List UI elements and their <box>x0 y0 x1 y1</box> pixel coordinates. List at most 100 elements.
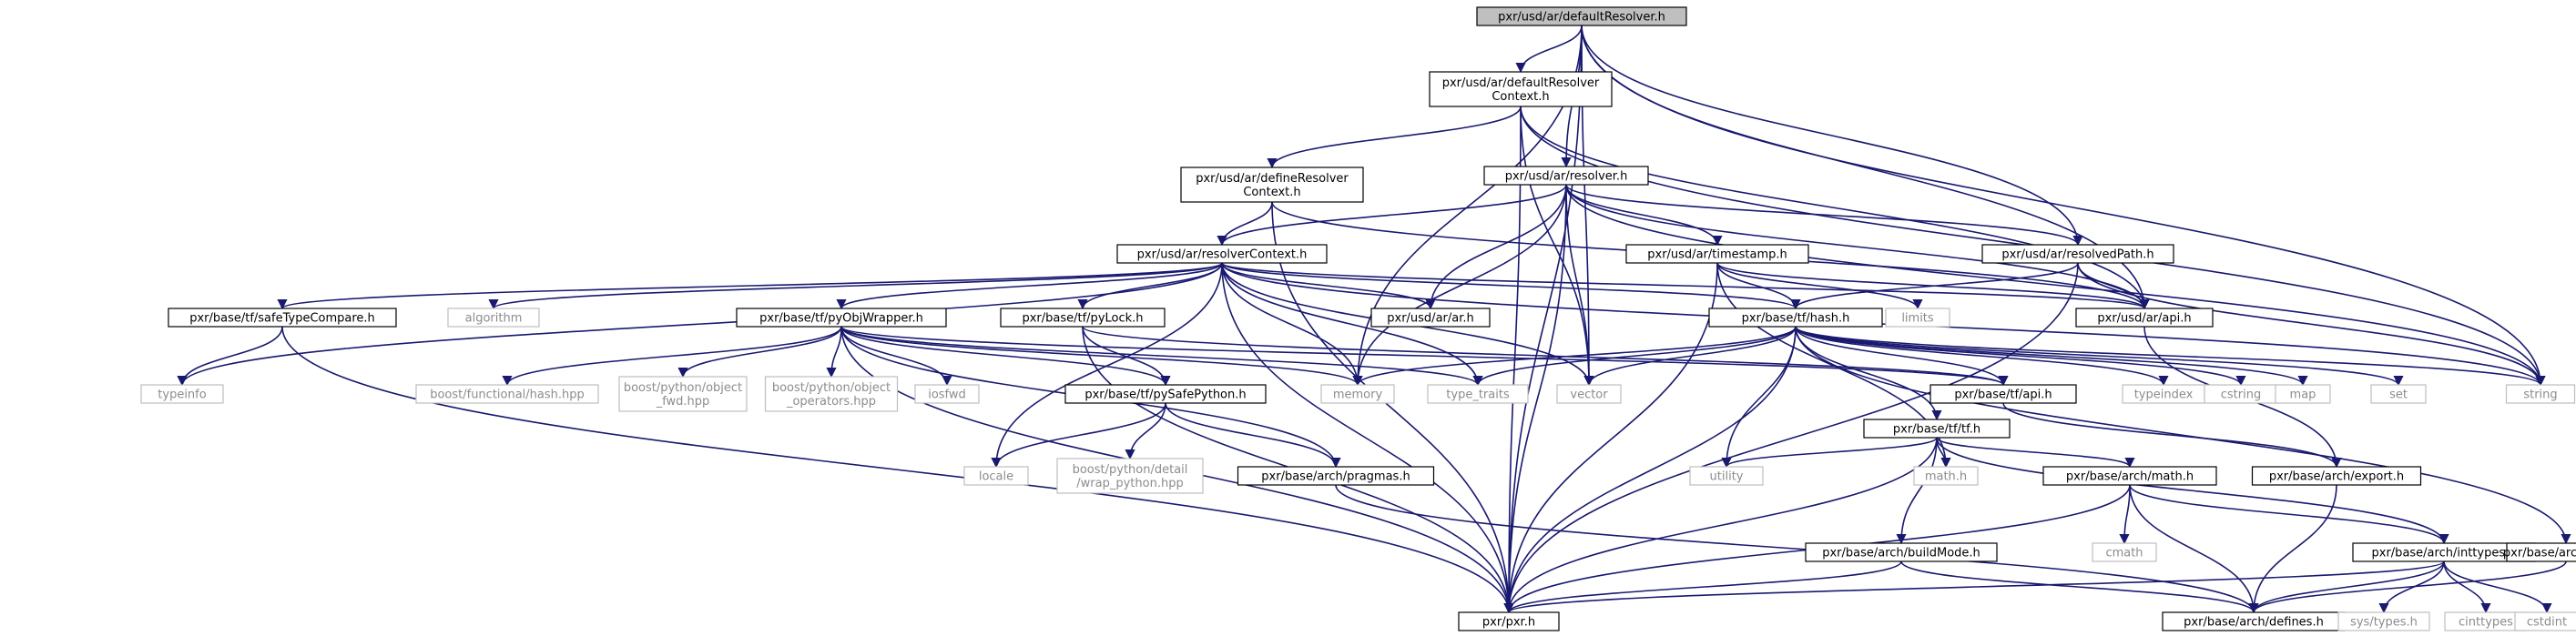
node-box <box>2337 611 2430 631</box>
node-py-safe-python[interactable]: pxr/base/tf/pySafePython.h <box>1064 384 1267 404</box>
node-label: type_traits <box>1446 389 1510 402</box>
node-label: pxr/base/tf/tf.h <box>1893 423 1980 437</box>
node-arch-export[interactable]: pxr/base/arch/export.h <box>2251 466 2422 486</box>
edge-define-resolver-context-to-pxrh <box>1271 201 1514 614</box>
node-box <box>2505 384 2576 404</box>
node-label: Context.h <box>1492 90 1549 104</box>
node-arh[interactable]: pxr/usd/ar/ar.h <box>1370 308 1491 328</box>
node-pxrh[interactable]: pxr/pxr.h <box>1458 611 1560 631</box>
edge-py-safe-python-to-pragmas <box>1165 402 1341 469</box>
node-build-mode[interactable]: pxr/base/arch/buildMode.h <box>1805 542 1998 562</box>
edge-resolver-to-vector <box>1565 184 1594 387</box>
edge-arch-export-to-defines <box>2248 484 2337 614</box>
node-vector: vector <box>1556 384 1622 404</box>
node-inttypes[interactable]: pxr/base/arch/inttypes.h <box>2352 542 2536 562</box>
edge-py-obj-wrapper-to-iosfwd <box>840 326 952 387</box>
node-label: pxr/usd/ar/defineResolver <box>1196 172 1349 186</box>
node-box <box>447 308 540 328</box>
edge-py-obj-wrapper-to-memory <box>840 326 1363 387</box>
edge-safe-type-compare-to-typeinfo <box>177 326 283 387</box>
node-box <box>140 384 224 404</box>
node-resolver-context[interactable]: pxr/usd/ar/resolverContext.h <box>1116 244 1328 264</box>
node-box <box>2506 542 2576 562</box>
node-box <box>1476 6 1687 26</box>
node-limits: limits <box>1885 308 1950 328</box>
edge-arch-math-to-defines <box>2129 484 2259 614</box>
node-box <box>736 308 947 328</box>
node-label: cmath <box>2105 547 2143 560</box>
node-label: pxr/base/tf/pySafePython.h <box>1084 389 1246 402</box>
node-label: pxr/usd/ar/resolverContext.h <box>1137 248 1308 262</box>
node-memory: memory <box>1320 384 1395 404</box>
node-label: pxr/base/tf/safeTypeCompare.h <box>189 312 375 326</box>
node-box <box>914 384 980 404</box>
node-py-obj-wrapper[interactable]: pxr/base/tf/pyObjWrapper.h <box>736 308 947 328</box>
node-box <box>1981 244 2174 264</box>
node-box <box>1427 384 1529 404</box>
node-boost-obj-fwd: boost/python/object_fwd.hpp <box>618 376 748 412</box>
edge-arch-math-to-cmath <box>2119 484 2131 545</box>
edge-hash-to-type-traits <box>1472 326 1797 387</box>
node-box <box>2042 466 2217 486</box>
node-label: typeinfo <box>158 389 206 402</box>
edge-resolver-context-to-py-obj-wrapper <box>836 262 1223 310</box>
node-iosfwd: iosfwd <box>914 384 980 404</box>
node-resolver[interactable]: pxr/usd/ar/resolver.h <box>1483 166 1649 186</box>
edge-resolver-context-to-memory <box>1221 262 1363 387</box>
edge-default-resolver-context-to-arapi <box>1520 106 2150 310</box>
edge-inttypes-to-cinttypes <box>2443 560 2491 614</box>
node-label: boost/python/detail <box>1073 463 1188 477</box>
node-py-lock[interactable]: pxr/base/tf/pyLock.h <box>1000 308 1166 328</box>
edge-hash-to-tfapi <box>1795 326 2009 387</box>
edge-default-resolver-to-pxrh <box>1503 25 1583 614</box>
node-utility: utility <box>1689 466 1764 486</box>
node-box <box>1625 244 1809 264</box>
node-safe-type-compare[interactable]: pxr/base/tf/safeTypeCompare.h <box>168 308 397 328</box>
edge-default-resolver-to-resolved-path <box>1581 25 2083 247</box>
node-arch-math[interactable]: pxr/base/arch/math.h <box>2042 466 2217 486</box>
node-tfapi[interactable]: pxr/base/tf/api.h <box>1929 384 2077 404</box>
node-label: Context.h <box>1243 186 1300 199</box>
node-hints[interactable]: pxr/base/arch/hints.h <box>2503 542 2576 562</box>
node-default-resolver[interactable]: pxr/usd/ar/defaultResolver.h <box>1476 6 1687 26</box>
edge-default-resolver-context-to-define-resolver-context <box>1267 106 1522 169</box>
node-defines[interactable]: pxr/base/arch/defines.h <box>2162 611 2346 631</box>
node-label: cinttypes <box>2459 616 2513 630</box>
edge-tf-to-arch-math <box>1936 437 2135 469</box>
node-label: pxr/usd/ar/defaultResolver.h <box>1498 11 1665 25</box>
node-timestamp[interactable]: pxr/usd/ar/timestamp.h <box>1625 244 1809 264</box>
edge-py-obj-wrapper-to-boost-obj-fwd <box>677 326 842 379</box>
nodes-layer: pxr/usd/ar/defaultResolver.h pxr/usd/ar/d… <box>140 6 2576 631</box>
edge-inttypes-to-defines <box>2248 560 2445 614</box>
node-box <box>1429 71 1613 107</box>
edge-resolver-context-to-pxrh <box>1221 262 1514 614</box>
node-tf[interactable]: pxr/base/tf/tf.h <box>1863 419 2011 439</box>
edge-py-obj-wrapper-to-type-traits <box>840 326 1483 387</box>
edge-resolver-context-to-algorithm <box>488 262 1223 310</box>
node-label: boost/python/object <box>772 381 891 395</box>
edge-resolver-to-string <box>1565 184 2546 387</box>
node-pragmas[interactable]: pxr/base/arch/pragmas.h <box>1237 466 1435 486</box>
node-hash[interactable]: pxr/base/tf/hash.h <box>1708 308 1883 328</box>
node-box <box>2514 611 2576 631</box>
node-box <box>1885 308 1950 328</box>
edge-hash-to-vector <box>1583 326 1797 387</box>
node-box <box>415 384 599 404</box>
edge-hash-to-set <box>1795 326 2404 387</box>
node-wrap-python: boost/python/detail/wrap_python.hpp <box>1056 458 1204 494</box>
edge-resolver-context-to-arapi <box>1221 262 2150 310</box>
edge-py-obj-wrapper-to-tfapi <box>840 326 2009 387</box>
node-label: pxr/base/tf/pyLock.h <box>1022 312 1143 326</box>
node-label: algorithm <box>465 312 523 326</box>
edge-resolver-to-arh <box>1425 184 1567 310</box>
node-box <box>764 376 899 412</box>
node-resolved-path[interactable]: pxr/usd/ar/resolvedPath.h <box>1981 244 2174 264</box>
node-label: pxr/usd/ar/resolvedPath.h <box>2001 248 2153 262</box>
edge-tf-to-pxrh <box>1503 437 1938 614</box>
edge-resolver-context-to-py-lock <box>1077 262 1223 310</box>
node-arapi[interactable]: pxr/usd/ar/api.h <box>2075 308 2214 328</box>
node-box <box>2275 384 2331 404</box>
